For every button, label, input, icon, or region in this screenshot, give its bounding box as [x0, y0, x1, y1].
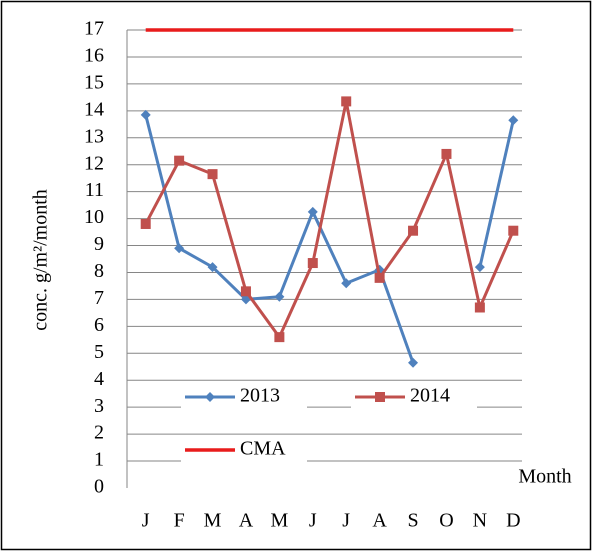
y-axis-label: conc. g/m²/month: [30, 189, 52, 331]
marker: [375, 392, 385, 402]
series-line: [478, 119, 515, 268]
y-tick-label: 15: [84, 71, 104, 93]
x-tick-label: A: [372, 510, 387, 532]
x-tick-label: D: [506, 510, 520, 532]
marker: [374, 272, 385, 283]
y-tick-label: 9: [94, 233, 104, 255]
y-tick-label: 0: [94, 476, 104, 498]
y-tick-label: 6: [94, 314, 104, 336]
legend-label: 2014: [410, 385, 450, 407]
marker: [140, 109, 151, 120]
marker: [508, 115, 519, 126]
marker: [341, 96, 352, 107]
marker: [207, 169, 218, 180]
y-tick-label: 2: [94, 422, 104, 444]
y-tick-label: 11: [85, 179, 104, 201]
marker: [207, 262, 218, 273]
x-tick-label: S: [407, 510, 418, 532]
series-line: [144, 101, 515, 341]
y-tick-label: 17: [84, 18, 104, 40]
marker: [474, 302, 485, 313]
marker: [140, 218, 151, 229]
y-tick-label: 7: [94, 287, 104, 309]
x-tick-label: M: [204, 510, 222, 532]
y-tick-label: 5: [94, 341, 104, 363]
x-axis-label: Month: [518, 466, 571, 488]
y-tick-label: 13: [84, 125, 104, 147]
x-tick-label: J: [309, 510, 317, 532]
legend-label: CMA: [240, 438, 286, 460]
y-tick-label: 1: [94, 449, 104, 471]
marker: [408, 357, 419, 368]
x-tick-label: F: [174, 510, 185, 532]
x-tick-label: J: [342, 510, 350, 532]
legend-label: 2013: [240, 385, 280, 407]
x-tick-label: A: [239, 510, 254, 532]
y-tick-label: 8: [94, 260, 104, 282]
marker: [240, 286, 251, 297]
marker: [274, 291, 285, 302]
y-tick-label: 14: [84, 98, 104, 120]
marker: [274, 332, 285, 343]
marker: [408, 225, 419, 236]
marker: [441, 148, 452, 159]
y-tick-label: 10: [84, 206, 104, 228]
y-tick-label: 3: [94, 395, 104, 417]
y-tick-label: 12: [84, 152, 104, 174]
marker: [307, 258, 318, 269]
y-tick-label: 16: [84, 45, 104, 67]
marker: [341, 278, 352, 289]
marker: [174, 243, 185, 254]
x-tick-label: J: [142, 510, 150, 532]
marker: [474, 262, 485, 273]
marker: [174, 155, 185, 166]
marker: [508, 225, 519, 236]
x-tick-label: N: [473, 510, 487, 532]
marker: [205, 392, 215, 402]
y-tick-label: 4: [94, 368, 104, 390]
x-tick-label: M: [270, 510, 288, 532]
x-tick-label: O: [439, 510, 453, 532]
marker: [307, 206, 318, 217]
